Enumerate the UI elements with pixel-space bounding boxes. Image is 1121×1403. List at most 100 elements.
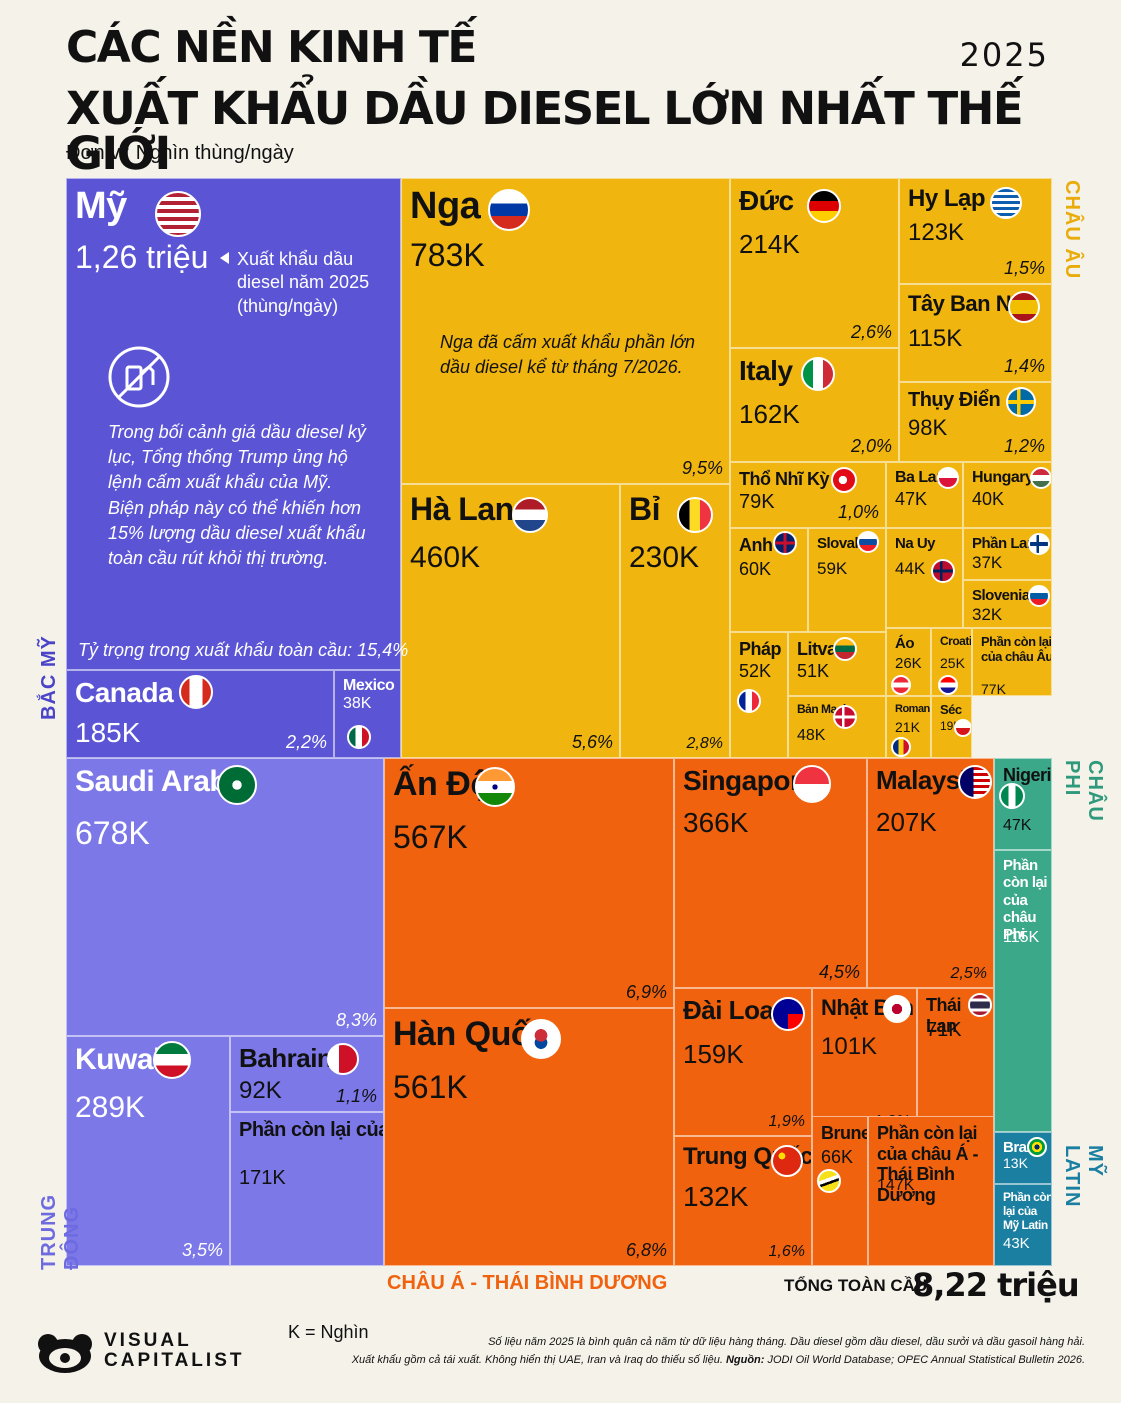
treemap-tile: Anh 60K [730, 528, 808, 632]
treemap-tile: Phần còn lại của châu Á - Thái Bình Dươn… [868, 1116, 994, 1266]
tile-value: 171K [239, 1167, 286, 1189]
turkey-flag-icon [831, 467, 857, 493]
tile-name: Séc [940, 702, 962, 717]
treemap-tile: Tây Ban Nha 115K 1,4% [899, 284, 1052, 382]
sweden-flag-icon [1006, 387, 1036, 417]
treemap-tile: Litva 51K [788, 632, 886, 696]
brazil-flag-icon [1027, 1137, 1047, 1157]
france-flag-icon [737, 689, 761, 713]
tile-name: Thụy Điển [908, 389, 1001, 411]
treemap-tile: Phần Lan 37K [963, 528, 1052, 580]
tile-share: 2,5% [950, 965, 987, 982]
tile-name: Phần Lan [972, 535, 1036, 552]
treemap-tile: Thụy Điển 98K 1,2% [899, 382, 1052, 462]
malaysia-flag-icon [958, 765, 992, 799]
tile-value: 289K [75, 1091, 146, 1124]
treemap-tile: Malaysia 207K 2,5% [867, 758, 994, 988]
treemap-tile: Nga 783K 9,5% [401, 178, 730, 484]
tile-name: Phần còn lại của Mỹ Latin [1003, 1190, 1052, 1232]
tile-value: 40K [972, 489, 1005, 509]
tile-share: 2,2% [285, 732, 327, 752]
treemap-tile: Hàn Quốc 561K 6,8% [384, 1008, 674, 1266]
treemap-tile: Bahrain 92K 1,1% [230, 1036, 384, 1112]
treemap-tile: Italy 162K 2,0% [730, 348, 899, 462]
tile-value: 101K [821, 1033, 878, 1060]
treemap-tile: Thổ Nhĩ Kỳ 79K 1,0% [730, 462, 886, 528]
russia-note: Nga đã cấm xuất khẩu phần lớn dầu diesel… [440, 332, 696, 378]
slovakia-flag-icon [857, 531, 879, 553]
tile-value: 60K [739, 559, 772, 579]
lithuania-flag-icon [833, 637, 857, 661]
treemap-tile: Séc 19K [931, 696, 972, 758]
tile-value: 25K [940, 655, 965, 671]
source-line1: Số liệu năm 2025 là bình quân cả năm từ … [488, 1336, 1085, 1348]
tile-name: Anh [739, 535, 773, 555]
tile-name: Thổ Nhĩ Kỳ [739, 469, 830, 489]
taiwan-flag-icon [771, 997, 805, 1031]
tile-share: 4,5% [818, 962, 860, 982]
us-flag-icon [155, 191, 201, 237]
tile-value: 162K [739, 399, 800, 429]
tile-share: 6,9% [625, 982, 667, 1002]
source-bold: Nguồn: [725, 1354, 765, 1366]
poland-flag-icon [937, 467, 959, 489]
tile-value: 92K [239, 1077, 282, 1104]
tile-value: 567K [393, 819, 468, 855]
tile-value: 214K [739, 229, 800, 259]
treemap-tile: Áo 26K [886, 628, 931, 696]
treemap-tile: Hà Lan 460K 5,6% [401, 484, 620, 758]
tile-name: Thái Lan [926, 995, 962, 1036]
treemap-tile: Hungary 40K [963, 462, 1052, 528]
tile-value: 147K [877, 1177, 915, 1194]
treemap-tile: Mexico 38K [334, 670, 401, 758]
source-prefix: Xuất khẩu gồm cả tái xuất. Không hiển th… [351, 1354, 723, 1366]
tile-name: Brunei [821, 1123, 867, 1143]
tile-value: 123K [908, 219, 965, 246]
region-label-africa: CHÂU PHI [1061, 760, 1106, 822]
visual-capitalist-logo-icon [34, 1328, 96, 1374]
treemap-tile: Mỹ 1,26 triệu [66, 178, 401, 670]
tile-value: 77K [981, 681, 1006, 696]
treemap-tile: Nigeria 47K [994, 758, 1052, 850]
bahrain-flag-icon [327, 1043, 359, 1075]
treemap-tile: Phần còn lại của châu Âu 77K [972, 628, 1052, 696]
tile-share: 6,8% [625, 1240, 667, 1260]
treemap-tile: Ba Lan 47K [886, 462, 963, 528]
treemap-tile: Canada 185K 2,2% [66, 670, 334, 758]
tile-name: Hy Lạp [908, 185, 986, 212]
treemap-tile: Phần còn lại của châu Phi 115K [994, 850, 1052, 1132]
k-note: K = Nghìn [288, 1322, 369, 1342]
treemap-chart: Mỹ 1,26 triệu Canada 185K 2,2% Mexico 38K Nga 78… [66, 178, 1052, 1266]
treemap-tile: Pháp 52K [730, 632, 788, 758]
treemap-tile: Na Uy 44K [886, 528, 963, 628]
treemap-tile: Trung Quốc 132K 1,6% [674, 1136, 812, 1266]
treemap-tile: Saudi Arabia 678K 8,3% [66, 758, 384, 1036]
treemap-tile: Ấn Độ 567K 6,9% [384, 758, 674, 1008]
italy-flag-icon [801, 357, 835, 391]
treemap-tile: Kuwait 289K 3,5% [66, 1036, 230, 1266]
tile-value: 44K [895, 559, 926, 578]
singapore-flag-icon [793, 765, 831, 803]
tile-name: Romania [895, 703, 930, 715]
tile-value: 13K [1003, 1155, 1028, 1171]
tile-name: Phần còn lại của châu Phi [1003, 857, 1048, 943]
tile-share: 1,4% [1003, 356, 1045, 376]
treemap-tile: Slovenia 32K [963, 580, 1052, 628]
region-label-middle-east: TRUNG ĐÔNG [38, 1193, 83, 1270]
tile-value: 207K [876, 807, 937, 837]
tile-share: 1,2% [1003, 436, 1045, 456]
tile-value: 38K [343, 695, 372, 712]
tile-name: Nga [410, 185, 481, 227]
tile-name: Hungary [972, 469, 1034, 486]
tile-value: 48K [797, 727, 826, 744]
china-flag-icon [771, 1145, 803, 1177]
norway-flag-icon [931, 559, 955, 583]
tile-value: 59K [817, 559, 848, 578]
hungary-flag-icon [1030, 467, 1051, 489]
tile-name: Bỉ [629, 491, 661, 527]
treemap-tile: Slovakia 59K [808, 528, 886, 632]
finland-flag-icon [1028, 533, 1050, 555]
greece-flag-icon [990, 187, 1022, 219]
treemap-tile: Romania 21K [886, 696, 931, 758]
tile-value: 185K [75, 717, 141, 748]
